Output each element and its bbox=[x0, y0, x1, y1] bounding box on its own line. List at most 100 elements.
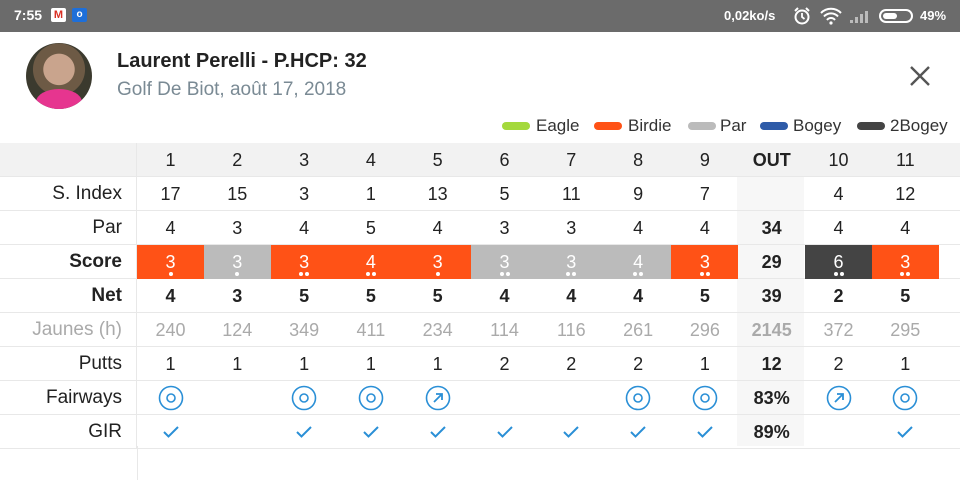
table-cell: 3 bbox=[232, 286, 243, 306]
table-cell: 5 bbox=[365, 218, 376, 238]
close-button[interactable] bbox=[904, 60, 936, 92]
hole-number: 3 bbox=[299, 150, 310, 170]
legend-swatch-bogey bbox=[760, 122, 788, 130]
score-cell-birdie: 3 bbox=[270, 245, 338, 279]
table-cell: 2 bbox=[633, 354, 644, 374]
table-cell: 12 bbox=[761, 354, 782, 374]
fairway-hit-icon bbox=[137, 381, 204, 415]
table-cell: 4 bbox=[833, 184, 844, 204]
player-name: Laurent Perelli - P.HCP: 32 bbox=[117, 50, 367, 72]
fairways-row: Fairways 83% bbox=[0, 381, 960, 415]
score-cell-birdie: 4 bbox=[337, 245, 405, 279]
table-cell: 3 bbox=[939, 313, 960, 347]
signal-icon bbox=[850, 9, 872, 26]
table-cell: 4 bbox=[499, 286, 510, 306]
legend-label-birdie: Birdie bbox=[628, 116, 672, 135]
table-cell: 234 bbox=[422, 320, 453, 340]
fairway-hit-icon bbox=[671, 381, 738, 415]
yardage-row: Jaunes (h) 240 124 349 411 234 114 116 261 296 214… bbox=[0, 313, 960, 347]
row-label: Score bbox=[0, 245, 137, 279]
table-cell bbox=[939, 381, 960, 415]
hole-number: 8 bbox=[633, 150, 644, 170]
fairway-right-icon bbox=[404, 381, 471, 415]
table-cell: 1 bbox=[165, 354, 176, 374]
score-cell-double: 6 bbox=[805, 245, 872, 279]
table-cell bbox=[738, 177, 805, 211]
legend-swatch-eagle bbox=[502, 122, 530, 130]
status-time: 7:55 bbox=[14, 7, 43, 23]
table-cell: 2145 bbox=[751, 320, 792, 340]
table-cell: 240 bbox=[155, 320, 186, 340]
status-bar: 7:55 M o 0,02ko/s 49% bbox=[0, 0, 960, 32]
table-cell: 2 bbox=[499, 354, 510, 374]
table-cell: 4 bbox=[900, 218, 911, 238]
table-cell: 411 bbox=[356, 320, 386, 340]
net-row: Net 4 3 5 5 5 4 4 4 5 39 2 5 bbox=[0, 279, 960, 313]
table-cell: 4 bbox=[833, 218, 844, 238]
table-cell: 5 bbox=[499, 184, 510, 204]
table-cell: 3 bbox=[566, 218, 577, 238]
out-column-background bbox=[737, 143, 804, 446]
table-cell: 114 bbox=[490, 320, 519, 340]
table-cell: 15 bbox=[227, 184, 248, 204]
table-cell: 12 bbox=[895, 184, 916, 204]
stroke-index-row: S. Index 17 15 3 1 13 5 11 9 7 4 12 bbox=[0, 177, 960, 211]
table-cell bbox=[939, 415, 960, 449]
table-cell bbox=[939, 279, 960, 313]
score-cell-birdie: 3 bbox=[671, 245, 739, 279]
row-label: GIR bbox=[0, 415, 137, 449]
table-cell bbox=[939, 211, 960, 245]
table-cell: 4 bbox=[165, 286, 176, 306]
table-cell bbox=[204, 381, 271, 415]
table-cell: 1 bbox=[365, 354, 376, 374]
gir-check-icon bbox=[671, 415, 738, 449]
table-cell: 13 bbox=[427, 184, 448, 204]
table-cell: 1 bbox=[365, 184, 376, 204]
row-label: Jaunes (h) bbox=[0, 313, 137, 347]
table-cell bbox=[204, 415, 271, 449]
legend-label-eagle: Eagle bbox=[536, 116, 580, 135]
gir-check-icon bbox=[271, 415, 338, 449]
fairway-hit-icon bbox=[605, 381, 672, 415]
gir-check-icon bbox=[605, 415, 672, 449]
hole-number: 6 bbox=[499, 150, 510, 170]
fairway-right-icon bbox=[805, 381, 872, 415]
alarm-icon bbox=[792, 6, 812, 29]
table-cell: 11 bbox=[561, 184, 581, 204]
table-cell: 2 bbox=[833, 286, 844, 306]
table-cell: 349 bbox=[289, 320, 320, 340]
table-cell: 7 bbox=[699, 184, 710, 204]
gir-check-icon bbox=[471, 415, 538, 449]
table-cell: 295 bbox=[890, 320, 921, 340]
row-label: Par bbox=[0, 211, 137, 245]
header-out: OUT bbox=[752, 150, 791, 170]
table-cell: 1 bbox=[232, 354, 243, 374]
hole-number: 2 bbox=[232, 150, 243, 170]
table-cell: 17 bbox=[160, 184, 181, 204]
score-cell bbox=[939, 245, 960, 279]
score-cell-birdie: 3 bbox=[137, 245, 204, 279]
table-cell: 1 bbox=[299, 354, 310, 374]
score-row: Score 3 3 3 4 3 3 3 4 3 29 6 3 bbox=[0, 245, 960, 279]
legend-label-par: Par bbox=[720, 116, 747, 135]
table-cell: 5 bbox=[432, 286, 443, 306]
score-cell-par: 3 bbox=[203, 245, 271, 279]
battery-icon bbox=[879, 9, 913, 23]
hole-number: 9 bbox=[699, 150, 710, 170]
row-label: Fairways bbox=[0, 381, 137, 415]
table-cell: 5 bbox=[365, 286, 376, 306]
close-icon bbox=[910, 66, 930, 86]
score-cell-birdie: 3 bbox=[871, 245, 939, 279]
network-speed: 0,02ko/s bbox=[724, 8, 776, 23]
gir-check-icon bbox=[404, 415, 471, 449]
row-label: S. Index bbox=[0, 177, 137, 211]
score-cell: 29 bbox=[761, 252, 782, 272]
gir-check-icon bbox=[538, 415, 605, 449]
table-cell: 3 bbox=[232, 218, 243, 238]
table-cell bbox=[538, 381, 605, 415]
hole-number: 7 bbox=[566, 150, 577, 170]
table-cell: 39 bbox=[761, 286, 782, 306]
legend-swatch-2bogey bbox=[857, 122, 885, 130]
table-cell: 83% bbox=[753, 388, 790, 408]
table-cell: 34 bbox=[761, 218, 782, 238]
